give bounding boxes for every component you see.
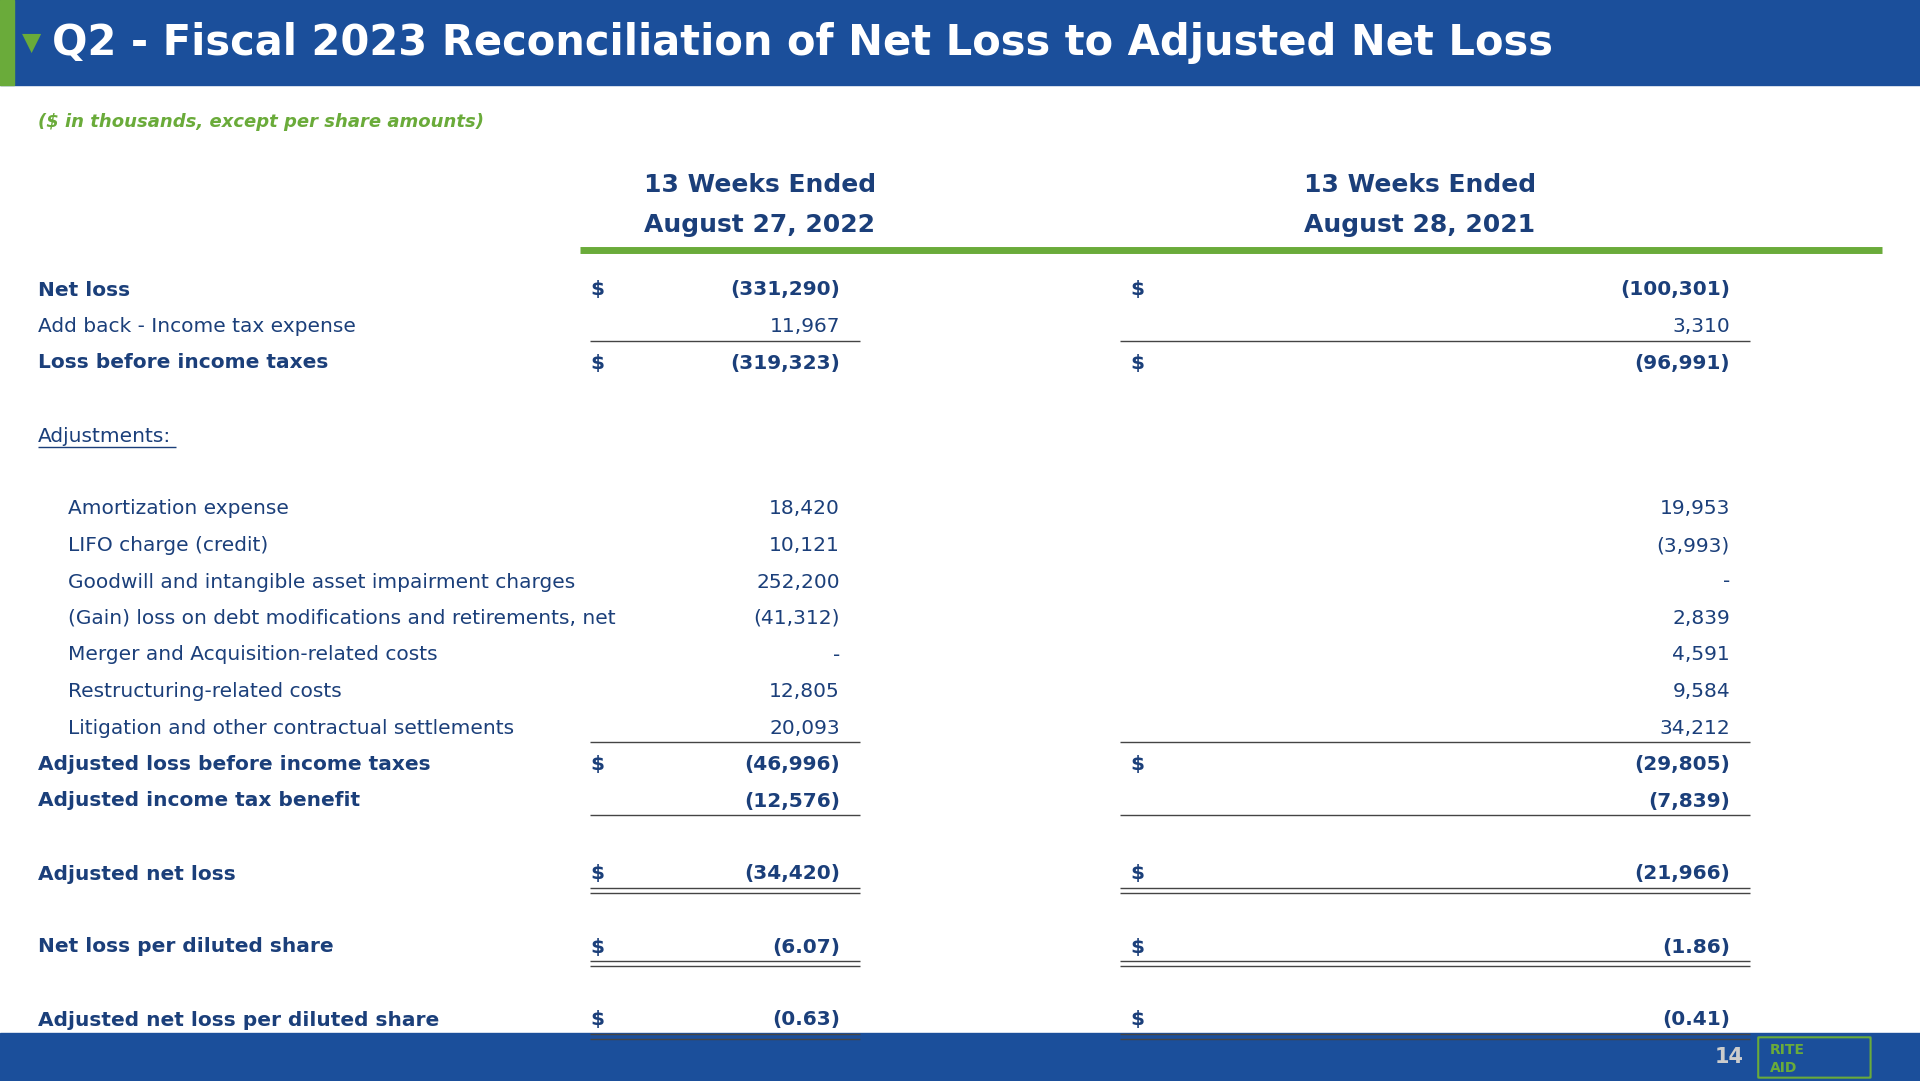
Text: 10,121: 10,121 [770, 536, 841, 555]
Text: (0.63): (0.63) [772, 1011, 841, 1029]
Text: 252,200: 252,200 [756, 573, 841, 591]
Text: (3,993): (3,993) [1657, 536, 1730, 555]
Text: $: $ [589, 937, 605, 957]
Text: Net loss per diluted share: Net loss per diluted share [38, 937, 334, 957]
Text: Adjusted loss before income taxes: Adjusted loss before income taxes [38, 755, 430, 774]
Text: 20,093: 20,093 [770, 719, 841, 737]
Text: Adjustments:: Adjustments: [38, 427, 171, 445]
Text: $: $ [1131, 865, 1144, 883]
Text: $: $ [589, 353, 605, 373]
Text: AID: AID [1770, 1060, 1797, 1075]
Bar [0, 0, 1920, 85]
Text: ($ in thousands, except per share amounts): ($ in thousands, except per share amount… [38, 114, 484, 131]
Text: (100,301): (100,301) [1620, 280, 1730, 299]
Text: $: $ [589, 280, 605, 299]
Text: Litigation and other contractual settlements: Litigation and other contractual settlem… [67, 719, 515, 737]
Bar [0, 0, 13, 85]
Text: Goodwill and intangible asset impairment charges: Goodwill and intangible asset impairment… [67, 573, 576, 591]
Text: (41,312): (41,312) [753, 609, 841, 628]
Text: Adjusted income tax benefit: Adjusted income tax benefit [38, 791, 361, 811]
Text: 3,310: 3,310 [1672, 317, 1730, 336]
Text: RITE: RITE [1770, 1043, 1805, 1057]
Text: (1.86): (1.86) [1663, 937, 1730, 957]
Text: August 28, 2021: August 28, 2021 [1304, 213, 1536, 237]
Text: (29,805): (29,805) [1634, 755, 1730, 774]
Text: $: $ [589, 865, 605, 883]
Text: $: $ [1131, 1011, 1144, 1029]
Text: Q2 - Fiscal 2023 Reconciliation of Net Loss to Adjusted Net Loss: Q2 - Fiscal 2023 Reconciliation of Net L… [52, 22, 1553, 64]
Text: 13 Weeks Ended: 13 Weeks Ended [1304, 173, 1536, 197]
Text: 4,591: 4,591 [1672, 645, 1730, 665]
Text: Restructuring-related costs: Restructuring-related costs [67, 682, 342, 700]
Text: Merger and Acquisition-related costs: Merger and Acquisition-related costs [67, 645, 438, 665]
Text: 13 Weeks Ended: 13 Weeks Ended [643, 173, 876, 197]
Text: (6.07): (6.07) [772, 937, 841, 957]
Text: $: $ [1131, 937, 1144, 957]
Text: $: $ [1131, 755, 1144, 774]
Text: Add back - Income tax expense: Add back - Income tax expense [38, 317, 355, 336]
Text: (46,996): (46,996) [745, 755, 841, 774]
Text: Adjusted net loss: Adjusted net loss [38, 865, 236, 883]
Text: $: $ [589, 755, 605, 774]
Bar [0, 1033, 1920, 1081]
Text: 2,839: 2,839 [1672, 609, 1730, 628]
Text: Adjusted net loss per diluted share: Adjusted net loss per diluted share [38, 1011, 440, 1029]
Text: Net loss: Net loss [38, 280, 131, 299]
Text: -: - [833, 645, 841, 665]
Text: (Gain) loss on debt modifications and retirements, net: (Gain) loss on debt modifications and re… [67, 609, 616, 628]
Text: (331,290): (331,290) [730, 280, 841, 299]
Text: 9,584: 9,584 [1672, 682, 1730, 700]
Text: $: $ [1131, 280, 1144, 299]
Text: (34,420): (34,420) [745, 865, 841, 883]
Text: 14: 14 [1715, 1047, 1743, 1067]
Text: (12,576): (12,576) [745, 791, 841, 811]
Text: -: - [1722, 573, 1730, 591]
Text: 19,953: 19,953 [1659, 499, 1730, 519]
Text: (96,991): (96,991) [1634, 353, 1730, 373]
Text: 11,967: 11,967 [770, 317, 841, 336]
Text: Amortization expense: Amortization expense [67, 499, 288, 519]
Text: August 27, 2022: August 27, 2022 [645, 213, 876, 237]
Text: $: $ [589, 1011, 605, 1029]
Text: Loss before income taxes: Loss before income taxes [38, 353, 328, 373]
Text: (7,839): (7,839) [1647, 791, 1730, 811]
Text: $: $ [1131, 353, 1144, 373]
Text: (0.41): (0.41) [1663, 1011, 1730, 1029]
Text: (21,966): (21,966) [1634, 865, 1730, 883]
Text: 18,420: 18,420 [770, 499, 841, 519]
Text: (319,323): (319,323) [730, 353, 841, 373]
Text: 12,805: 12,805 [770, 682, 841, 700]
Text: LIFO charge (credit): LIFO charge (credit) [67, 536, 269, 555]
Text: 34,212: 34,212 [1659, 719, 1730, 737]
Text: ▼: ▼ [21, 30, 40, 54]
